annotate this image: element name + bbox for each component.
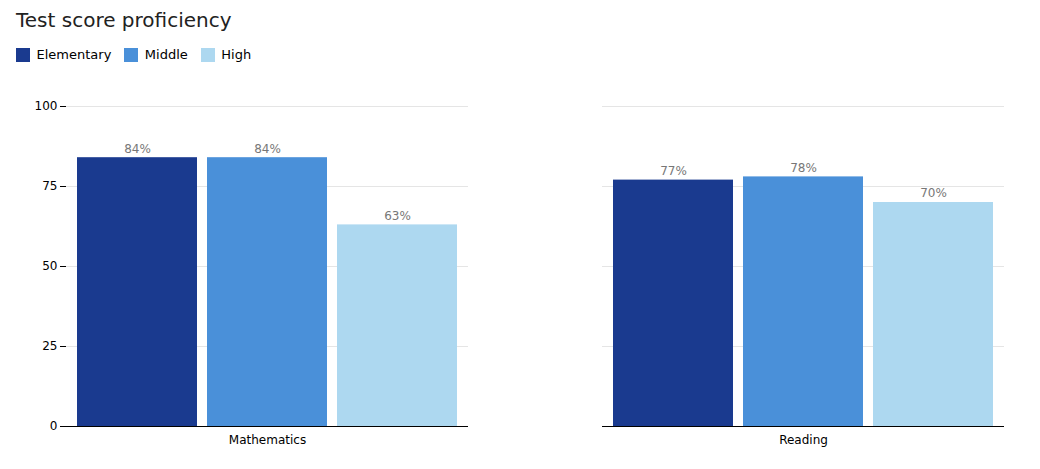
html-text:Middle: Middle <box>144 47 188 62</box>
svg-text:84%: 84% <box>254 141 281 155</box>
svg-text:50: 50 <box>42 259 57 273</box>
svg-text:25: 25 <box>42 339 57 353</box>
html-text:Test score proficiency: Test score proficiency <box>16 8 232 32</box>
svg-text:Reading: Reading <box>779 433 828 447</box>
svg-text:100: 100 <box>35 99 58 113</box>
svg-text:70%: 70% <box>920 186 947 200</box>
html-text:High: High <box>221 47 252 62</box>
svg-text:77%: 77% <box>660 163 687 177</box>
svg-text:75: 75 <box>42 179 57 193</box>
svg-text:Mathematics: Mathematics <box>229 433 306 447</box>
svg-text:84%: 84% <box>124 141 151 155</box>
html-text:Elementary: Elementary <box>36 47 112 62</box>
svg-text:0: 0 <box>50 419 58 433</box>
svg-text:63%: 63% <box>384 208 411 222</box>
svg-text:78%: 78% <box>790 160 817 174</box>
